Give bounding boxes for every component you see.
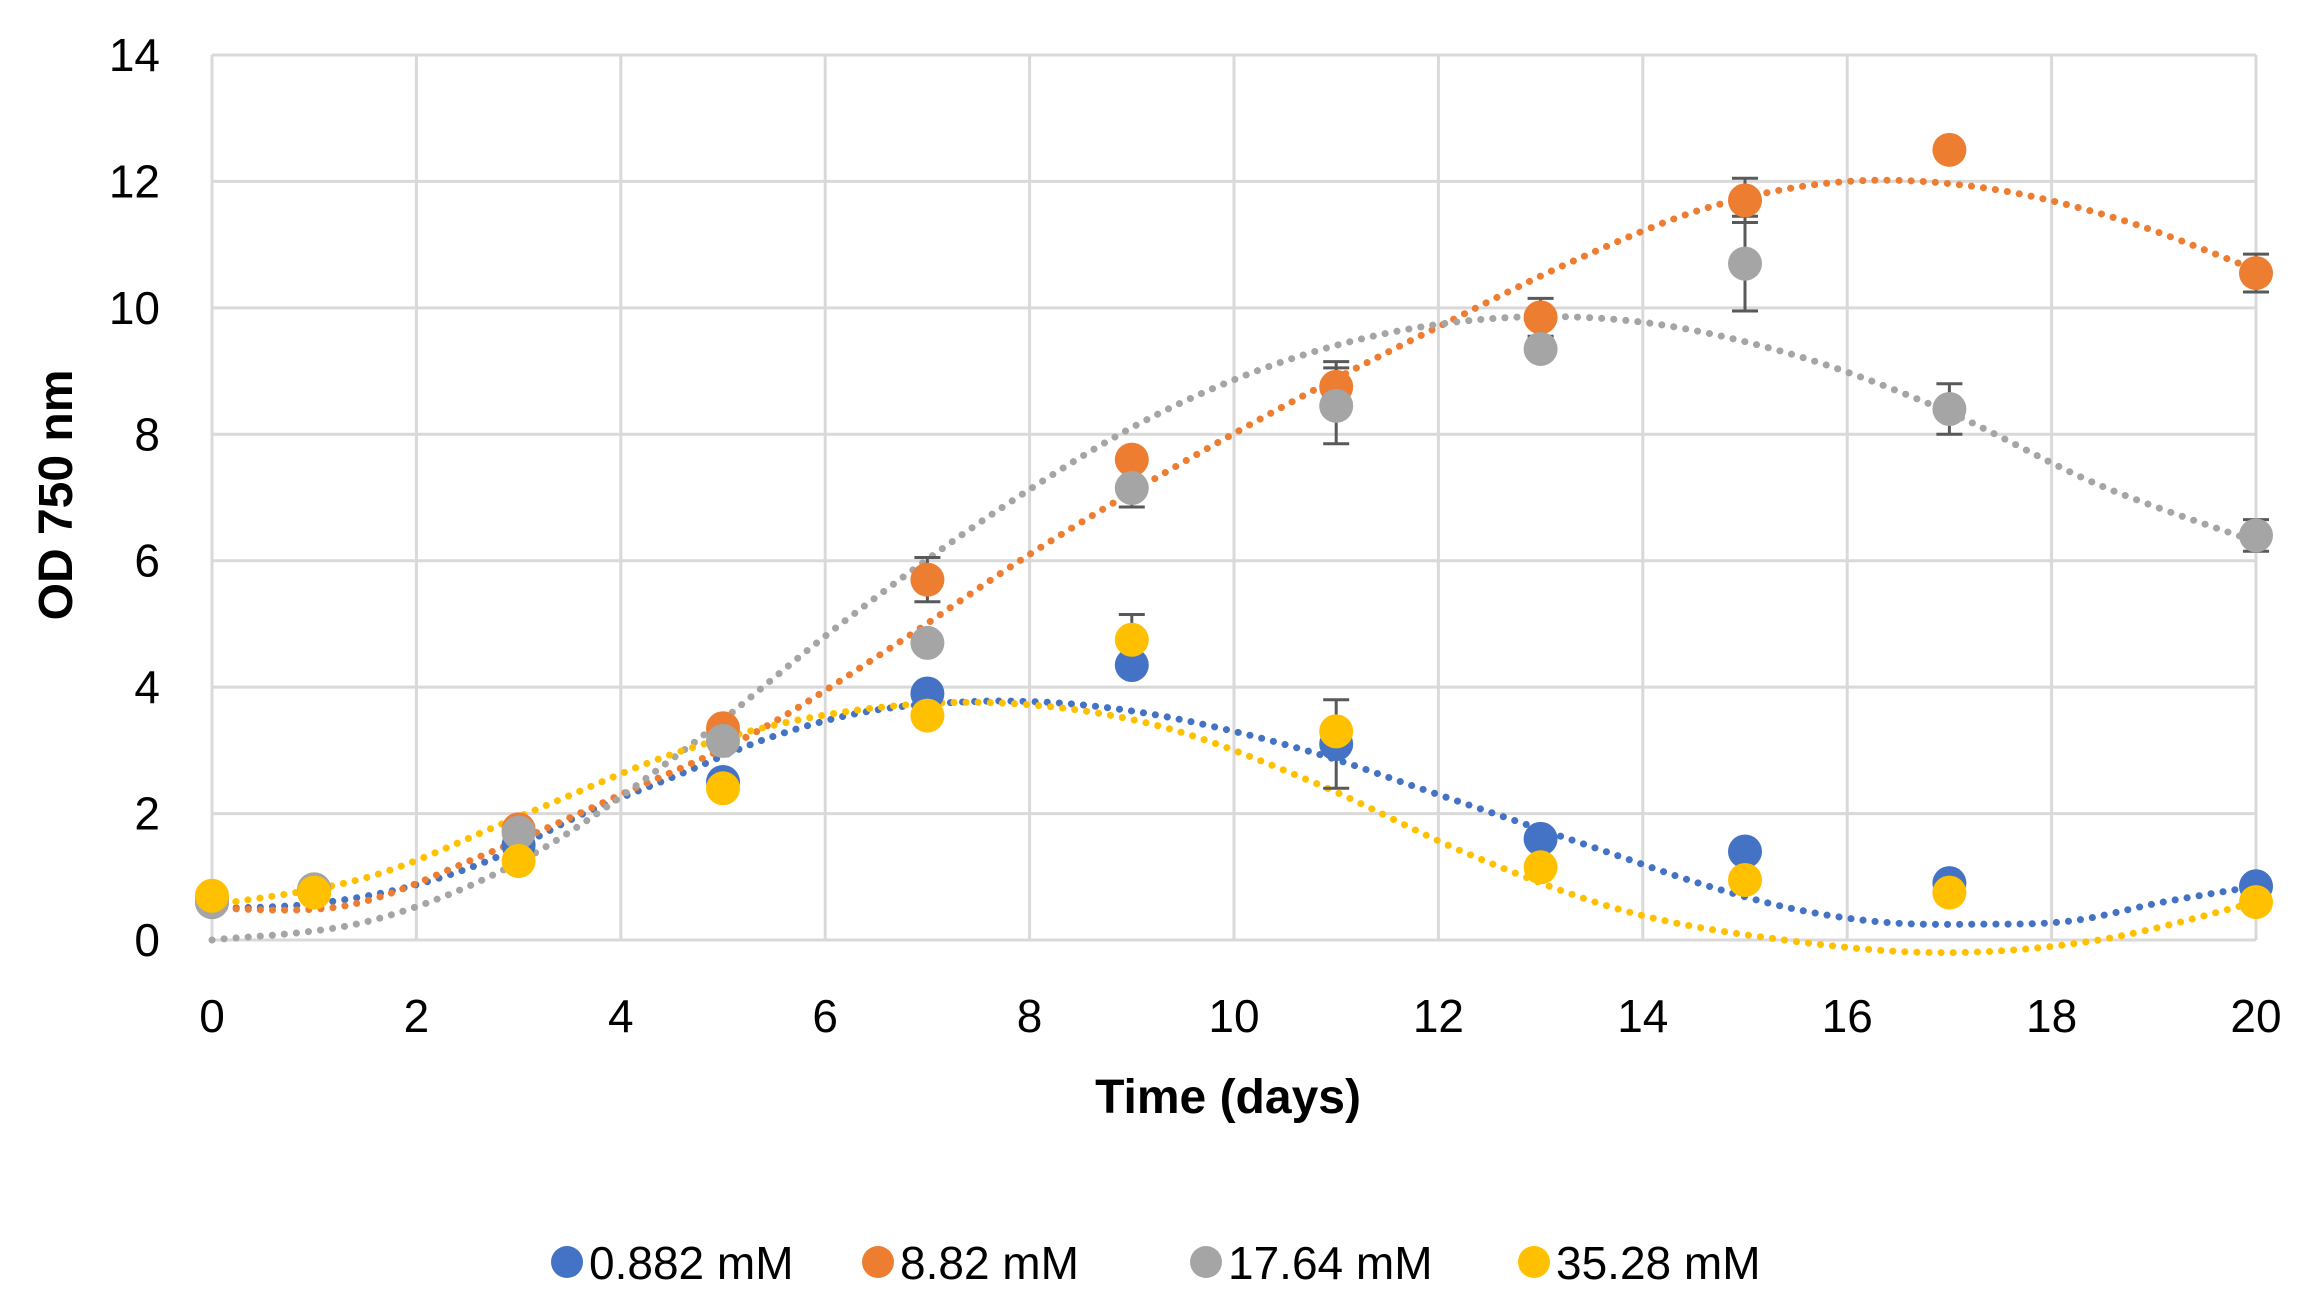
grid: [210, 53, 2258, 942]
y-tick-label: 4: [134, 661, 160, 713]
legend-marker: [551, 1246, 583, 1278]
y-tick-label: 14: [109, 29, 160, 81]
data-point: [1114, 471, 1149, 506]
trendline: [208, 697, 2260, 928]
y-tick-label: 12: [109, 155, 160, 207]
y-tick-label: 2: [134, 788, 160, 840]
x-tick-label: 2: [404, 990, 430, 1042]
data-point: [501, 843, 536, 878]
data-point: [297, 875, 332, 910]
data-point: [1114, 648, 1149, 683]
legend-marker: [862, 1246, 894, 1278]
data-point: [1728, 183, 1762, 218]
data-point: [1319, 714, 1354, 749]
x-tick-label: 18: [2026, 990, 2077, 1042]
x-tick-label: 16: [1822, 990, 1873, 1042]
data-point: [910, 625, 945, 660]
data-point: [1523, 821, 1558, 856]
data-point: [2239, 518, 2273, 553]
data-point: [195, 878, 229, 913]
x-tick-label: 12: [1413, 990, 1464, 1042]
x-tick-label: 4: [608, 990, 634, 1042]
legend-label: 35.28 mM: [1556, 1237, 1761, 1289]
data-point: [706, 723, 740, 758]
legend: 0.882 mM 8.82 mM 17.64 mM 35.28 mM: [551, 1237, 1761, 1289]
y-tick-label: 10: [109, 282, 160, 334]
legend-marker: [1518, 1246, 1550, 1278]
data-point: [1114, 622, 1149, 657]
legend-label: 17.64 mM: [1228, 1237, 1433, 1289]
data-point: [1523, 850, 1558, 885]
data-point: [910, 562, 945, 597]
legend-label: 0.882 mM: [589, 1237, 794, 1289]
x-axis-title: Time (days): [1095, 1071, 1361, 1124]
data-point: [1932, 875, 1967, 910]
data-point: [1523, 331, 1558, 366]
trendlines: [208, 176, 2260, 957]
y-tick-label: 8: [134, 408, 160, 460]
legend-marker: [1190, 1246, 1222, 1278]
data-points: [195, 132, 2273, 920]
y-tick-label: 0: [134, 914, 160, 966]
data-point: [1114, 442, 1149, 477]
data-point: [1932, 132, 1967, 167]
x-tick-label: 0: [199, 990, 225, 1042]
trendline: [208, 698, 2260, 957]
x-tick-label: 10: [1208, 990, 1259, 1042]
x-tick-label: 6: [812, 990, 838, 1042]
data-point: [1728, 246, 1762, 281]
data-point: [1728, 834, 1762, 869]
data-point: [706, 771, 740, 806]
data-point: [1932, 392, 1967, 426]
y-tick-label: 6: [134, 535, 160, 587]
y-axis-title: OD 750 nm: [30, 370, 83, 621]
legend-label: 8.82 mM: [900, 1237, 1079, 1289]
data-point: [2239, 885, 2273, 920]
tick-labels: 0 2 4 6 8 10 12 14 16 18 20 0 2 4 6 8 10 12 14: [109, 29, 2282, 1042]
data-point: [2239, 256, 2273, 291]
x-tick-label: 8: [1017, 990, 1043, 1042]
data-point: [1319, 388, 1354, 423]
data-point: [501, 815, 536, 850]
x-tick-label: 14: [1617, 990, 1668, 1042]
trendline: [208, 313, 2260, 944]
trendline: [208, 176, 2260, 914]
x-tick-label: 20: [2230, 990, 2281, 1042]
data-point: [1523, 300, 1558, 335]
data-point: [910, 698, 945, 733]
data-point: [1728, 862, 1762, 897]
